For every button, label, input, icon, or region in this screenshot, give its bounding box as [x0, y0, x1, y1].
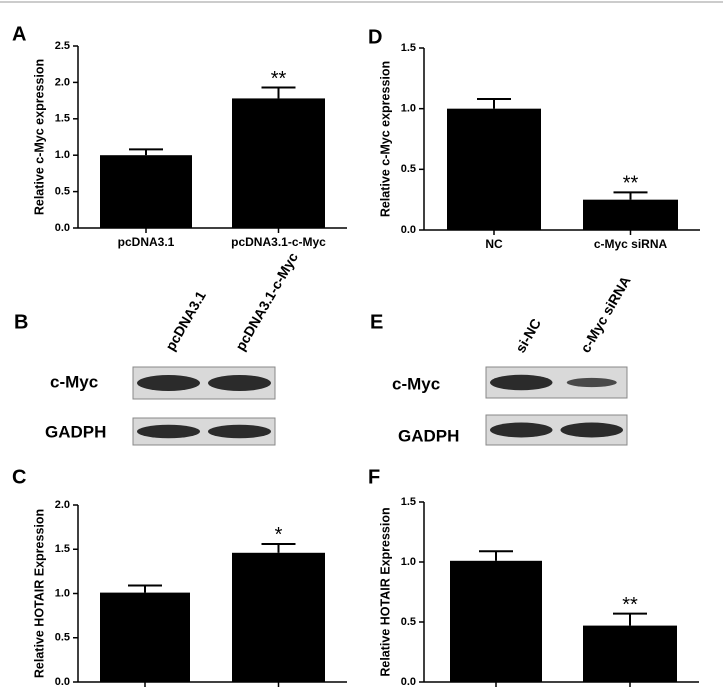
- error-bar: [261, 86, 296, 99]
- panel-letter: A: [12, 23, 26, 45]
- y-tick-label: 0.5: [55, 186, 70, 198]
- error-bar: [613, 612, 647, 626]
- x-tick-label: c-Myc siRNA: [594, 237, 668, 251]
- lane-label: pcDNA3.1: [162, 288, 209, 353]
- lane-label: si-NC: [512, 316, 544, 356]
- y-tick-label: 2.5: [55, 40, 70, 52]
- row-label: GADPH: [45, 422, 106, 441]
- y-tick-label: 1.5: [55, 113, 70, 125]
- bar: [583, 625, 677, 682]
- y-tick-label: 1.5: [55, 543, 70, 555]
- bar: [100, 592, 190, 682]
- row-label: c-Myc: [392, 374, 440, 393]
- y-axis-label: Relative c-Myc expression: [32, 59, 46, 215]
- y-axis-label: Relative HOTAIR Expression: [32, 509, 46, 678]
- y-tick-label: 0.0: [55, 222, 70, 234]
- blot-band: [137, 375, 200, 391]
- blot-band: [490, 374, 553, 391]
- y-tick-label: 1.5: [401, 496, 416, 508]
- bar: [583, 199, 678, 230]
- significance: **: [622, 594, 638, 616]
- error-bar: [261, 542, 296, 553]
- error-bar: [613, 191, 648, 200]
- y-tick-label: 0.5: [55, 632, 70, 644]
- lane-label: c-Myc siRNA: [577, 273, 634, 355]
- y-tick-label: 0.0: [401, 224, 416, 236]
- bar: [232, 552, 325, 682]
- y-tick-label: 1.0: [55, 149, 70, 161]
- y-tick-label: 2.0: [55, 499, 70, 511]
- error-bar: [477, 97, 511, 109]
- panel-letter: B: [14, 311, 28, 333]
- significance: *: [275, 524, 283, 546]
- x-tick-label: pcDNA3.1: [118, 235, 175, 249]
- bar: [447, 108, 541, 230]
- blot-band: [137, 424, 200, 439]
- y-tick-label: 0.5: [401, 616, 416, 628]
- row-label: GADPH: [398, 426, 459, 445]
- y-tick-label: 1.0: [55, 587, 70, 599]
- bar: [232, 98, 325, 228]
- y-tick-label: 1.5: [401, 42, 416, 54]
- panel-letter: D: [368, 26, 382, 48]
- blot-band: [208, 424, 271, 439]
- blot-band: [566, 377, 617, 388]
- y-tick-label: 0.5: [401, 163, 416, 175]
- error-bar: [479, 550, 513, 561]
- blot-band: [490, 422, 553, 438]
- bar: [450, 560, 542, 682]
- y-axis-label: Relative HOTAIR Expression: [378, 507, 392, 676]
- panel-letter: E: [370, 311, 383, 333]
- blot-band: [560, 422, 623, 438]
- panel-letter: F: [368, 466, 380, 488]
- y-axis-label: Relative c-Myc expression: [378, 61, 392, 217]
- x-tick-label: NC: [485, 237, 503, 251]
- blot-band: [208, 375, 271, 391]
- panel-letter: C: [12, 466, 26, 488]
- row-label: c-Myc: [50, 372, 98, 391]
- y-tick-label: 1.0: [401, 556, 416, 568]
- significance: **: [271, 68, 287, 90]
- error-bar: [129, 148, 163, 156]
- y-tick-label: 0.0: [401, 676, 416, 688]
- error-bar: [128, 584, 162, 593]
- bar: [100, 155, 192, 228]
- y-tick-label: 0.0: [55, 676, 70, 688]
- significance: **: [623, 173, 639, 195]
- y-tick-label: 1.0: [401, 103, 416, 115]
- y-tick-label: 2.0: [55, 76, 70, 88]
- x-tick-label: pcDNA3.1-c-Myc: [231, 235, 326, 249]
- lane-label: pcDNA3.1-c-Myc: [232, 249, 301, 353]
